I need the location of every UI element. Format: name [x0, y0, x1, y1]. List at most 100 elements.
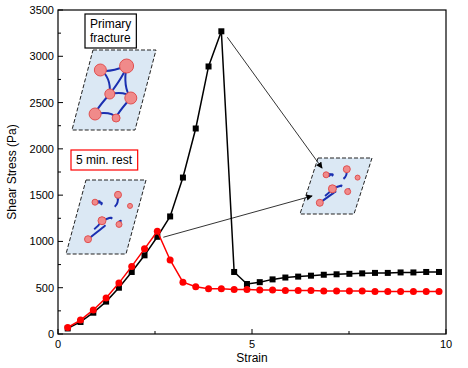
x-axis-title: Strain [236, 351, 267, 365]
y-tick-label: 500 [36, 282, 54, 294]
data-point [410, 269, 416, 275]
legend-label: Primaryfracture [90, 17, 131, 45]
cartoon-particle [355, 175, 360, 180]
series-line [68, 31, 439, 328]
data-point [398, 269, 404, 275]
y-tick [58, 148, 63, 149]
y-tick-label: 2000 [30, 143, 54, 155]
data-group [64, 28, 442, 331]
legend-entry: 5 min. rest [71, 150, 138, 170]
data-point [154, 228, 161, 235]
y-tick-label: 3500 [30, 4, 54, 16]
data-point [384, 288, 391, 295]
data-point [206, 63, 212, 69]
cartoon-particle [92, 199, 98, 205]
data-point [90, 306, 97, 313]
data-point [167, 213, 173, 219]
y-tick [58, 102, 63, 103]
data-point [193, 125, 199, 131]
data-point [115, 280, 122, 287]
cartoon-particle [112, 114, 120, 122]
data-point [192, 283, 199, 290]
y-minor-tick [58, 310, 61, 311]
data-point [167, 256, 174, 263]
data-point [307, 287, 314, 294]
y-minor-tick [58, 33, 61, 34]
x-tick-label: 5 [249, 338, 255, 350]
plot-frame [58, 10, 446, 334]
cartoon-frame [66, 180, 146, 254]
cartoon-particle [328, 185, 336, 193]
network-cartoon [300, 158, 372, 214]
legend-label-line: 5 min. rest [76, 153, 133, 167]
y-tick [58, 241, 63, 242]
data-point [218, 28, 224, 34]
y-tick-label: 0 [48, 328, 54, 340]
cartoon-particle [125, 92, 137, 104]
cartoon-particle [85, 236, 92, 243]
series-line [68, 231, 439, 327]
cartoon-particle [89, 108, 101, 120]
data-point [231, 269, 237, 275]
data-point [141, 245, 148, 252]
arrow [163, 196, 312, 237]
chart: 05001000150020002500300035000510StrainSh… [0, 0, 468, 368]
cartoon-particle [105, 89, 115, 99]
cartoon-particle [343, 166, 350, 173]
data-point [128, 263, 135, 270]
y-tick-label: 1500 [30, 189, 54, 201]
y-axis-title: Shear Stress (Pa) [5, 124, 19, 219]
x-tick [252, 329, 253, 334]
data-point [423, 288, 430, 295]
data-point [256, 287, 263, 294]
data-point [218, 285, 225, 292]
data-point [436, 288, 443, 295]
data-point [410, 288, 417, 295]
data-point [77, 317, 84, 324]
x-minor-tick [155, 331, 156, 334]
y-minor-tick [58, 172, 61, 173]
data-point [243, 286, 250, 293]
legend-label-line: Primary [90, 17, 131, 31]
y-minor-tick [58, 79, 61, 80]
legend-box [85, 14, 136, 48]
data-point [270, 276, 276, 282]
cartoon-particle [94, 64, 106, 76]
data-point [103, 294, 110, 301]
y-tick [58, 287, 63, 288]
data-point [423, 269, 429, 275]
cartoon-particle [116, 221, 122, 227]
cartoon-particle [323, 172, 329, 178]
data-point [397, 288, 404, 295]
y-tick-label: 2500 [30, 97, 54, 109]
y-tick [58, 56, 63, 57]
cartoon-particle [98, 217, 106, 225]
network-cartoon [72, 50, 156, 130]
data-point [282, 275, 288, 281]
data-point [295, 287, 302, 294]
y-tick [58, 10, 63, 11]
data-point [333, 287, 340, 294]
data-point [436, 269, 442, 275]
legend-label: 5 min. rest [76, 153, 133, 167]
cartoon-frame [300, 158, 372, 214]
data-point [142, 252, 148, 258]
y-tick [58, 334, 63, 335]
y-tick-label: 3000 [30, 50, 54, 62]
y-tick [58, 195, 63, 196]
cartoon-frame [72, 50, 156, 130]
data-point [371, 288, 378, 295]
x-minor-tick [349, 331, 350, 334]
legend-box [71, 150, 138, 170]
data-point [180, 175, 186, 181]
data-point [295, 274, 301, 280]
network-cartoon [66, 180, 146, 254]
x-tick-label: 10 [440, 338, 452, 350]
x-tick [58, 329, 59, 334]
data-point [308, 273, 314, 279]
legend-entry: Primaryfracture [85, 14, 136, 48]
data-point [320, 287, 327, 294]
data-point [385, 270, 391, 276]
data-point [231, 286, 238, 293]
legend-label-line: fracture [90, 31, 131, 45]
